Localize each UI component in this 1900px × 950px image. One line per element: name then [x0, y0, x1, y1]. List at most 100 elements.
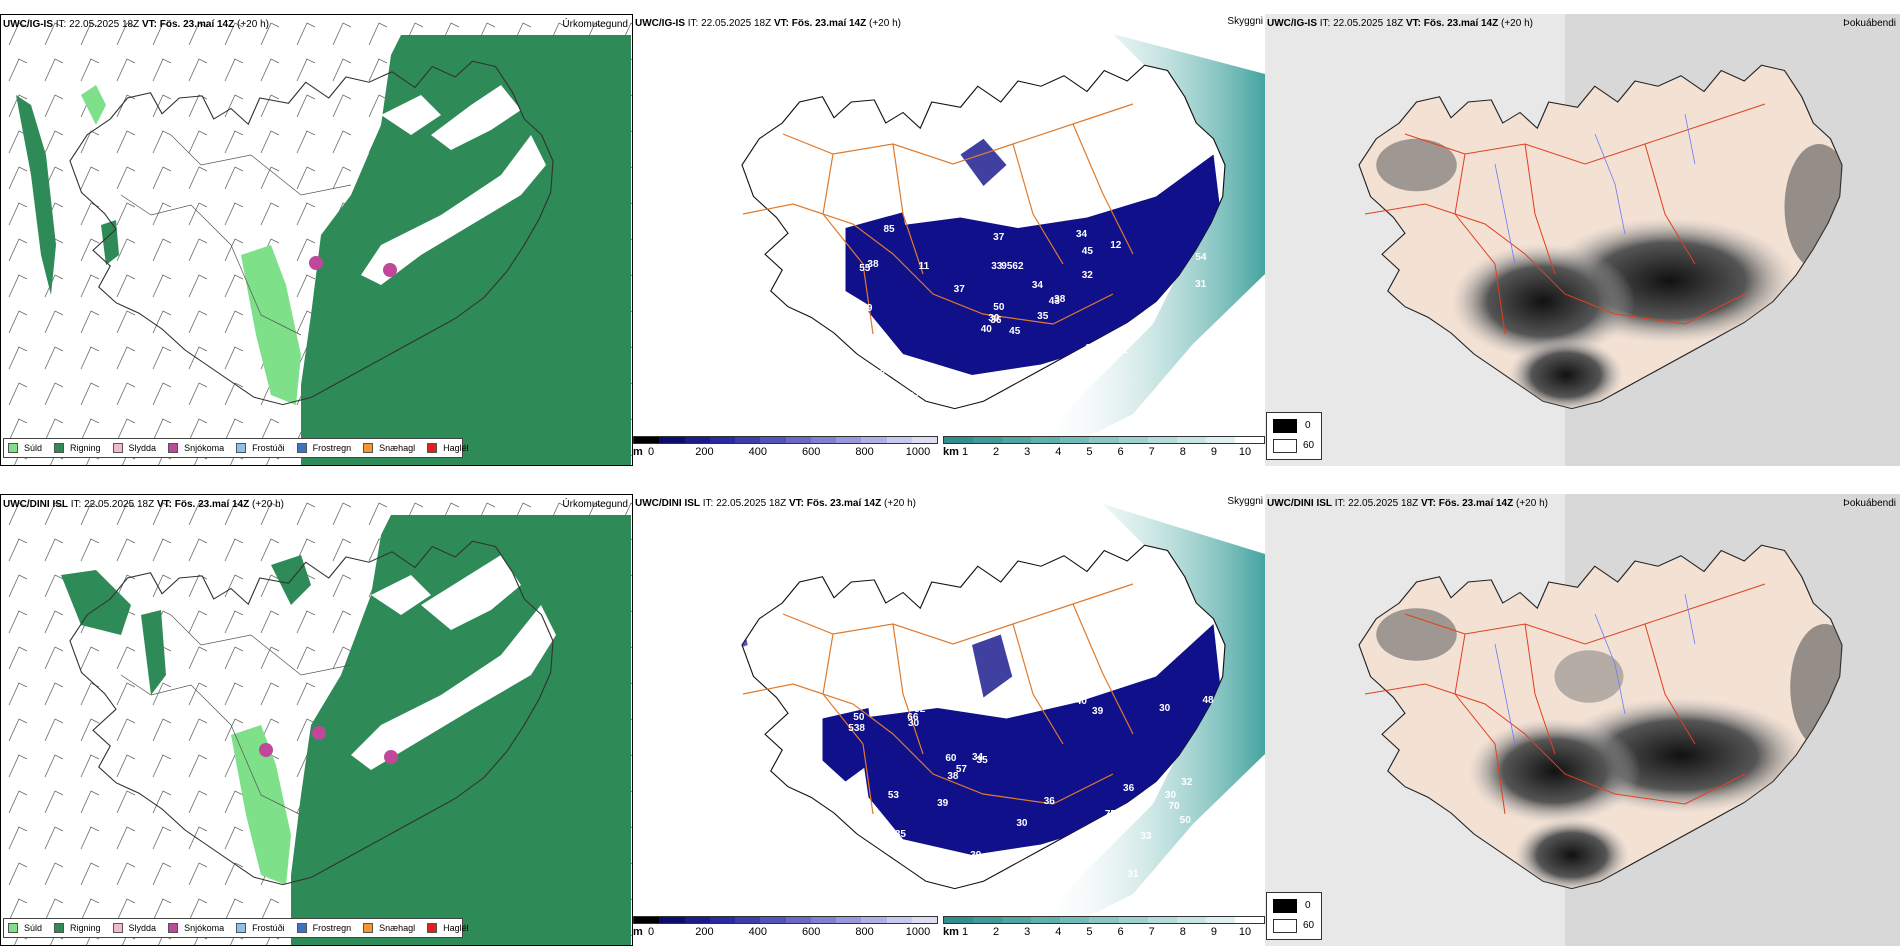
- drizzle-area: [241, 245, 301, 405]
- swatch: [296, 923, 307, 933]
- colorbar-swatch: [1118, 437, 1148, 443]
- terrain-bar-swatches: [633, 436, 938, 444]
- legend-item: Frostúði: [236, 443, 285, 453]
- precip-legend: Súld Rigning Slydda Snjókoma Frostúði Fr…: [3, 918, 469, 938]
- precip-map-top: [1, 15, 632, 465]
- cloud-base-label: 70: [1168, 800, 1180, 812]
- colorbar-swatch: [709, 437, 735, 443]
- colorbar-tick: 2: [993, 446, 1000, 458]
- colorbar-tick: 5: [1086, 446, 1093, 458]
- cloud-base-label: 34: [1031, 280, 1043, 292]
- cloud-base-label: 37: [908, 390, 920, 402]
- colorbar-tick: 10: [1238, 926, 1252, 938]
- colorbar-swatch: [1089, 437, 1119, 443]
- colorbar-swatch: [944, 437, 974, 443]
- vis-bar-swatches: [943, 916, 1265, 924]
- snow-spot: [309, 256, 323, 270]
- cloud-base-label: 34: [971, 752, 984, 764]
- swatch: [427, 443, 438, 453]
- colorbar-tick: 5: [1086, 926, 1093, 938]
- colorbar-tick: 4: [1055, 926, 1062, 938]
- legend-item: Rigning: [54, 923, 101, 933]
- colorbar-swatch: [1147, 437, 1177, 443]
- colorbar-swatch: [684, 917, 710, 923]
- colorbar-tick: 1000: [905, 446, 931, 458]
- colorbar-swatch: [944, 917, 974, 923]
- colorbar-swatch: [1031, 917, 1061, 923]
- colorbar-tick: 200: [695, 926, 714, 938]
- colorbar-swatch: [836, 917, 862, 923]
- panel-header: UWC/DINI ISL IT: 22.05.2025 18Z VT: Fös.…: [1267, 498, 1548, 509]
- colorbar-swatch: [735, 437, 761, 443]
- colorbar-tick: 200: [695, 446, 714, 458]
- precip-map-bottom: [1, 495, 632, 945]
- colorbar-tick: 400: [748, 446, 767, 458]
- cloud-base-label: 30: [1016, 817, 1028, 829]
- vis-unit: km: [943, 446, 959, 458]
- cloud-base-label: 38: [867, 258, 879, 270]
- colorbar-swatch: [1060, 437, 1090, 443]
- cloud-base-label: 35: [1108, 822, 1120, 834]
- colorbar-tick: 600: [802, 446, 821, 458]
- cloud-base-label: 35: [894, 828, 906, 840]
- terrain-unit: m: [633, 446, 643, 458]
- panel-title: Þokuábendi: [1843, 18, 1896, 29]
- colorbar-tick: 3: [1024, 446, 1031, 458]
- panel-title: Skyggni: [1227, 496, 1263, 507]
- cloud-base-label: 48: [1202, 695, 1214, 707]
- colorbar-tick: 4: [1055, 446, 1062, 458]
- swatch: [168, 443, 179, 453]
- visibility-colorbar-top: 1 2 3 4 5 6 7 8 9 10 km: [943, 436, 1265, 460]
- colorbar-tick: 0: [647, 446, 655, 458]
- colorbar-swatch: [1176, 917, 1206, 923]
- colorbar-swatch: [785, 437, 811, 443]
- cloud-base-label: 538: [848, 723, 865, 735]
- cloud-base-label: 50: [1031, 876, 1043, 888]
- colorbar-swatch: [886, 437, 912, 443]
- cloud-base-label: 57: [988, 381, 1000, 393]
- cloud-base-label: 50: [853, 711, 865, 723]
- colorbar-swatch: [785, 917, 811, 923]
- cloud-base-label: 43: [1188, 407, 1200, 419]
- cloud-base-label: 30: [1159, 702, 1171, 714]
- fog-map-bottom: [1265, 494, 1900, 946]
- cloud-base-label: 108: [1105, 828, 1123, 840]
- colorbar-tick: 1000: [905, 926, 931, 938]
- swatch: [54, 923, 65, 933]
- cloud-base-label: 31: [1195, 278, 1207, 290]
- cloud-base-label: 45: [855, 798, 867, 810]
- colorbar-tick: 8: [1179, 926, 1186, 938]
- panel-title: Úrkomutegund: [562, 19, 628, 30]
- panel-title: Úrkomutegund: [562, 499, 628, 510]
- fog-legend-top: 0 60: [1266, 412, 1322, 460]
- terrain-bar-swatches: [633, 916, 938, 924]
- cloud-base-label: 39: [1092, 706, 1104, 718]
- cloud-base-labels: 45 55 36 33 43 33 34 62 45 35 85 43 39 54 40 32 39 33 34 47…: [633, 14, 1265, 466]
- colorbar-swatch: [861, 437, 887, 443]
- cloud-base-label: 254: [861, 871, 878, 883]
- road-network: [1364, 103, 1766, 335]
- cloud-base-label: 33: [844, 389, 856, 401]
- legend-item: Haglél: [427, 443, 469, 453]
- cloud-base-label: 66: [907, 712, 919, 724]
- swatch: [363, 923, 374, 933]
- panel-header: UWC/DINI ISL IT: 22.05.2025 18Z VT: Fös.…: [3, 499, 284, 510]
- cloud-base-label: 39: [937, 797, 949, 809]
- visibility-colorbar-bottom: 1 2 3 4 5 6 7 8 9 10 km: [943, 916, 1265, 940]
- colorbar-tick: 8: [1179, 446, 1186, 458]
- colorbar-tick: 9: [1210, 446, 1217, 458]
- cloud-base-label: 43: [1048, 296, 1060, 308]
- cloud-base-label: 47: [874, 368, 886, 380]
- swatch: [112, 443, 123, 453]
- colorbar-swatch: [1147, 917, 1177, 923]
- cloud-base-label: 36: [990, 315, 1002, 327]
- legend-item: Súld: [8, 443, 42, 453]
- cloud-base-label: 50: [832, 296, 844, 308]
- rivers: [1494, 113, 1696, 265]
- colorbar-swatch: [634, 917, 660, 923]
- cloud-base-label: 38: [1054, 294, 1066, 306]
- vis-bar-swatches: [943, 436, 1265, 444]
- panel-title: Þokuábendi: [1843, 498, 1896, 509]
- colorbar-swatch: [1234, 437, 1265, 443]
- fog-legend-bottom: 0 60: [1266, 892, 1322, 940]
